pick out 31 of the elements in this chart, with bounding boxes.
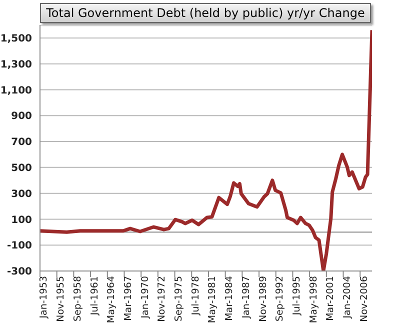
y-tick-label: 1,100 [0,85,32,96]
x-tick-label: Mar-2001 [325,276,336,321]
x-tick-label: Sep-1992 [274,276,286,322]
x-tick-label: May-1998 [308,276,320,324]
x-tick-label: Jul-1961 [89,276,100,316]
y-tick-label: 500 [11,162,32,174]
chart-title: Total Government Debt (held by public) yr/yr Change [40,3,371,23]
x-tick-label: Nov-1989 [258,276,269,322]
x-tick-label: Sep-1958 [72,276,84,322]
y-tick-label: -100 [6,240,32,252]
x-tick-label: Jan-1953 [38,276,50,320]
x-tick-label: Jul-1978 [190,276,202,316]
x-tick-label: Nov-1955 [56,276,67,322]
x-tick-label: Jul-1995 [291,276,302,316]
x-tick-label: Jan-2004 [342,276,354,320]
x-tick-label: Mar-1967 [122,276,134,321]
x-tick-label: Mar-1984 [224,276,236,321]
y-tick-label: 100 [11,214,32,226]
x-tick-label: Nov-1972 [156,276,168,322]
x-tick-label: May-1981 [207,276,218,324]
y-tick-label: 700 [11,137,32,148]
x-tick-label: Jan-1987 [240,276,252,320]
x-tick-label: Jan-1970 [140,276,151,320]
x-tick-label: Sep-1975 [174,276,185,322]
y-tick-label: 1,300 [0,59,32,70]
x-tick-label: Nov-2006 [358,276,370,322]
x-tick-label: May-1964 [106,276,118,324]
y-tick-label: 300 [11,188,32,200]
y-tick-label: 1,500 [0,33,32,44]
y-tick-label: -300 [6,266,32,278]
y-tick-label: 900 [11,111,32,122]
